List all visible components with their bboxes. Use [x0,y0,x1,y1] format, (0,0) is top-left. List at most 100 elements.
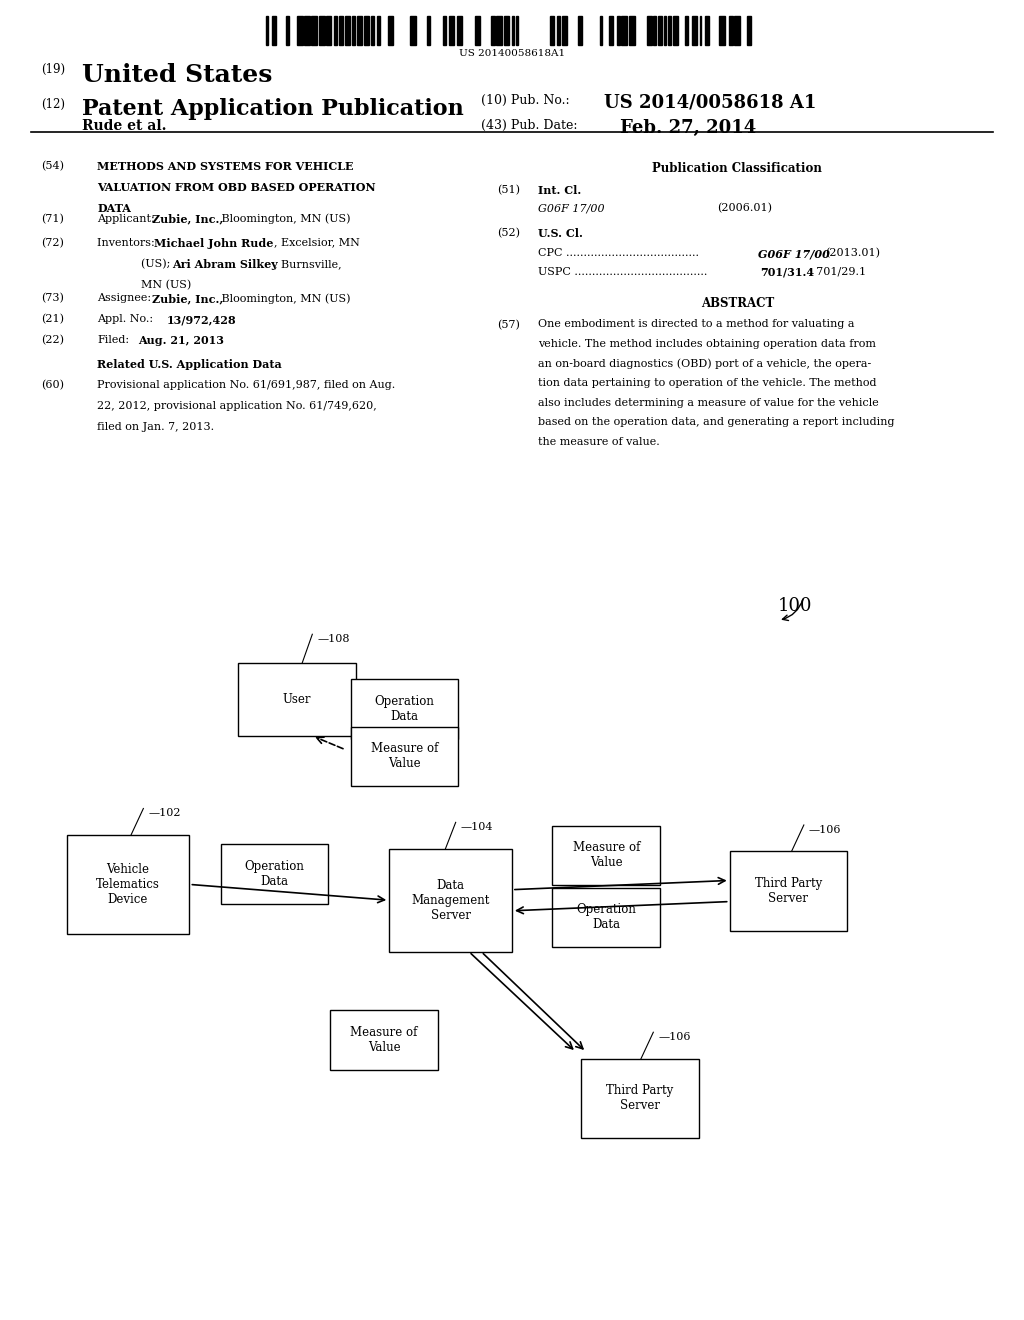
Bar [457,16,462,45]
Bar [345,16,350,45]
Bar [600,16,601,45]
Text: Provisional application No. 61/691,987, filed on Aug.: Provisional application No. 61/691,987, … [97,380,395,391]
Text: Measure of
Value: Measure of Value [371,742,438,771]
Bar [516,16,518,45]
Bar [705,16,709,45]
Bar [389,849,512,952]
Text: Ari Abram Silkey: Ari Abram Silkey [172,259,278,269]
Bar [311,16,317,45]
Text: Third Party
Server: Third Party Server [755,876,822,906]
Text: United States: United States [82,63,272,87]
Text: filed on Jan. 7, 2013.: filed on Jan. 7, 2013. [97,422,214,433]
Bar [330,1011,438,1069]
Text: based on the operation data, and generating a report including: based on the operation data, and generat… [538,417,894,428]
Text: also includes determining a measure of value for the vehicle: also includes determining a measure of v… [538,397,879,408]
Text: (72): (72) [41,238,63,248]
Bar [582,1059,698,1138]
Text: Inventors:: Inventors: [97,238,159,248]
Bar [221,845,328,903]
Text: Appl. No.:: Appl. No.: [97,314,161,325]
Bar [427,16,430,45]
Bar [647,16,651,45]
Bar [746,16,752,45]
Text: User: User [283,693,311,706]
Text: (US);: (US); [141,259,174,269]
Text: (2006.01): (2006.01) [717,203,772,214]
Bar [692,16,696,45]
Text: Data
Management
Server: Data Management Server [412,879,489,921]
Text: Rude et al.: Rude et al. [82,119,167,133]
Text: —106: —106 [809,825,842,836]
Text: One embodiment is directed to a method for valuating a: One embodiment is directed to a method f… [538,319,854,330]
Text: ABSTRACT: ABSTRACT [700,297,774,310]
Bar [629,16,635,45]
Text: Filed:: Filed: [97,335,129,346]
Bar [550,16,554,45]
Text: US 20140058618A1: US 20140058618A1 [459,49,565,58]
Text: (10) Pub. No.:: (10) Pub. No.: [481,94,570,107]
Text: —108: —108 [317,635,350,644]
Text: (22): (22) [41,335,63,346]
Text: —102: —102 [148,808,181,818]
Text: G06F 17/00: G06F 17/00 [538,203,604,214]
Text: Third Party
Server: Third Party Server [606,1084,674,1113]
Bar [621,16,627,45]
Bar [653,16,656,45]
Text: , Burnsville,: , Burnsville, [274,259,342,269]
Bar [326,16,331,45]
Bar [304,16,310,45]
Bar [449,16,454,45]
Bar [562,16,567,45]
Text: Bloomington, MN (US): Bloomington, MN (US) [218,214,350,224]
Text: (71): (71) [41,214,63,224]
Bar [238,664,356,737]
Text: (60): (60) [41,380,63,391]
Bar [297,16,303,45]
Text: G06F 17/00: G06F 17/00 [758,248,829,259]
Bar [411,16,416,45]
Text: US 2014/0058618 A1: US 2014/0058618 A1 [604,94,816,112]
Text: 22, 2012, provisional application No. 61/749,620,: 22, 2012, provisional application No. 61… [97,401,377,412]
Bar [719,16,725,45]
Text: (43) Pub. Date:: (43) Pub. Date: [481,119,578,132]
Text: —106: —106 [658,1032,691,1043]
Bar [609,16,613,45]
Text: USPC ......................................: USPC ...................................… [538,267,707,277]
Bar [365,16,369,45]
Bar [352,16,355,45]
Bar [475,16,480,45]
Text: 13/972,428: 13/972,428 [167,314,237,325]
Text: (19): (19) [41,63,66,77]
Text: (21): (21) [41,314,63,325]
Text: the measure of value.: the measure of value. [538,437,659,446]
Text: (57): (57) [497,319,519,330]
Bar [729,851,848,931]
Text: Operation
Data: Operation Data [375,694,434,723]
Bar [334,16,337,45]
Bar [377,16,381,45]
Text: METHODS AND SYSTEMS FOR VEHICLE: METHODS AND SYSTEMS FOR VEHICLE [97,161,353,172]
Text: (52): (52) [497,228,519,239]
Bar [553,888,659,948]
Text: an on-board diagnostics (OBD) port of a vehicle, the opera-: an on-board diagnostics (OBD) port of a … [538,359,870,370]
Text: DATA: DATA [97,203,131,214]
Bar [319,16,325,45]
Bar [443,16,446,45]
Text: Zubie, Inc.,: Zubie, Inc., [152,214,223,224]
Bar [673,16,678,45]
Bar [271,16,276,45]
Text: Feb. 27, 2014: Feb. 27, 2014 [620,119,756,137]
Bar [286,16,290,45]
Text: Aug. 21, 2013: Aug. 21, 2013 [138,335,224,346]
Text: , Excelsior, MN: , Excelsior, MN [274,238,360,248]
Text: (73): (73) [41,293,63,304]
Text: (2013.01): (2013.01) [825,248,881,259]
Bar [512,16,514,45]
Bar [339,16,343,45]
Text: Bloomington, MN (US): Bloomington, MN (US) [218,293,350,304]
Bar [553,826,659,886]
Text: Applicant:: Applicant: [97,214,159,224]
Text: Measure of
Value: Measure of Value [572,841,640,870]
Bar [372,16,374,45]
Text: MN (US): MN (US) [141,280,191,290]
